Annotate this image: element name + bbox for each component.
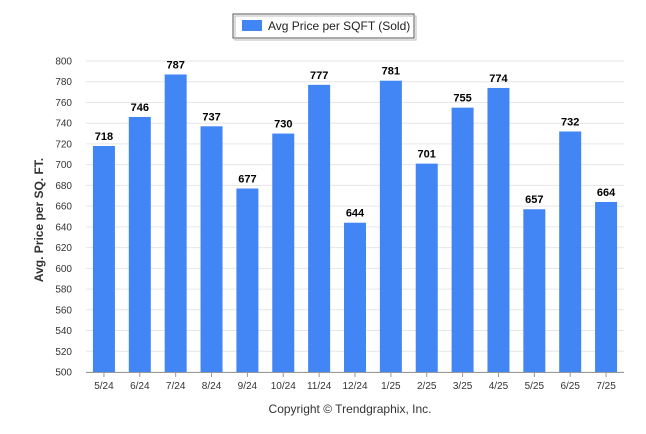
x-tick-label: 5/24: [94, 381, 114, 392]
legend-label: Avg Price per SQFT (Sold): [268, 19, 410, 33]
y-tick-label: 600: [55, 264, 72, 275]
x-tick-label: 12/24: [342, 381, 367, 392]
x-tick-label: 9/24: [238, 381, 258, 392]
bar: [128, 116, 151, 372]
x-tick-label: 6/24: [130, 381, 150, 392]
x-tick-label: 11/24: [307, 381, 332, 392]
y-axis-label: Avg. Price per SQ. FT.: [32, 158, 46, 282]
y-tick-label: 760: [55, 98, 72, 109]
x-tick-label: 1/25: [381, 381, 401, 392]
bar: [595, 201, 618, 372]
bar: [487, 87, 510, 372]
data-label: 657: [525, 194, 543, 206]
y-tick-label: 500: [55, 368, 72, 379]
y-tick-label: 800: [55, 57, 72, 68]
data-label: 701: [418, 149, 436, 161]
x-tick-label: 4/25: [489, 381, 509, 392]
bar: [164, 74, 187, 372]
data-label: 732: [561, 116, 579, 128]
data-label: 664: [597, 187, 616, 199]
data-label: 781: [382, 66, 400, 78]
data-label: 737: [202, 111, 220, 123]
x-tick-label: 3/25: [453, 381, 473, 392]
x-tick-label: 7/24: [166, 381, 186, 392]
y-tick-label: 660: [55, 202, 72, 213]
x-tick-label: 8/24: [202, 381, 222, 392]
y-tick-label: 560: [55, 305, 72, 316]
x-tick-label: 10/24: [271, 381, 296, 392]
y-tick-label: 780: [55, 77, 72, 88]
bars: 718 746 787 737 677 730 777 644 781 701 755 774 657 7…: [92, 59, 618, 373]
bar: [200, 126, 223, 372]
bar: [523, 209, 546, 372]
bar: [379, 80, 402, 373]
data-label: 677: [238, 174, 256, 186]
y-axis: 500 520 540 560 580 600 620 640 660 680 700 720 740 7…: [55, 57, 72, 379]
data-label: 746: [131, 102, 149, 114]
bar: [559, 131, 582, 372]
copyright-credit: Copyright © Trendgraphix, Inc.: [269, 402, 432, 416]
data-label: 718: [95, 131, 113, 143]
y-tick-label: 700: [55, 160, 72, 171]
data-label: 644: [346, 208, 365, 220]
y-tick-label: 680: [55, 181, 72, 192]
y-tick-label: 720: [55, 139, 72, 150]
x-tick-label: 2/25: [417, 381, 437, 392]
x-axis: 5/24 6/24 7/24 8/24 9/24 10/24 11/24 12/24 1/25 2…: [94, 372, 616, 392]
data-label: 787: [166, 59, 184, 71]
x-tick-label: 7/25: [596, 381, 616, 392]
x-tick-label: 5/25: [525, 381, 545, 392]
y-tick-label: 620: [55, 243, 72, 254]
y-tick-label: 520: [55, 347, 72, 358]
data-label: 755: [453, 93, 471, 105]
legend-swatch: [242, 20, 262, 31]
bar: [92, 146, 115, 372]
y-tick-label: 540: [55, 326, 72, 337]
x-tick-label: 6/25: [560, 381, 580, 392]
bar: [415, 163, 438, 372]
y-tick-label: 740: [55, 119, 72, 130]
legend: Avg Price per SQFT (Sold): [232, 13, 417, 41]
bar: [308, 84, 331, 373]
bar: [236, 188, 259, 372]
y-tick-label: 580: [55, 285, 72, 296]
bar: [451, 107, 474, 373]
bar: [344, 222, 366, 372]
data-label: 777: [310, 70, 328, 82]
y-tick-label: 640: [55, 222, 72, 233]
data-label: 730: [274, 119, 292, 131]
data-label: 774: [489, 73, 508, 85]
bar: [272, 133, 295, 372]
